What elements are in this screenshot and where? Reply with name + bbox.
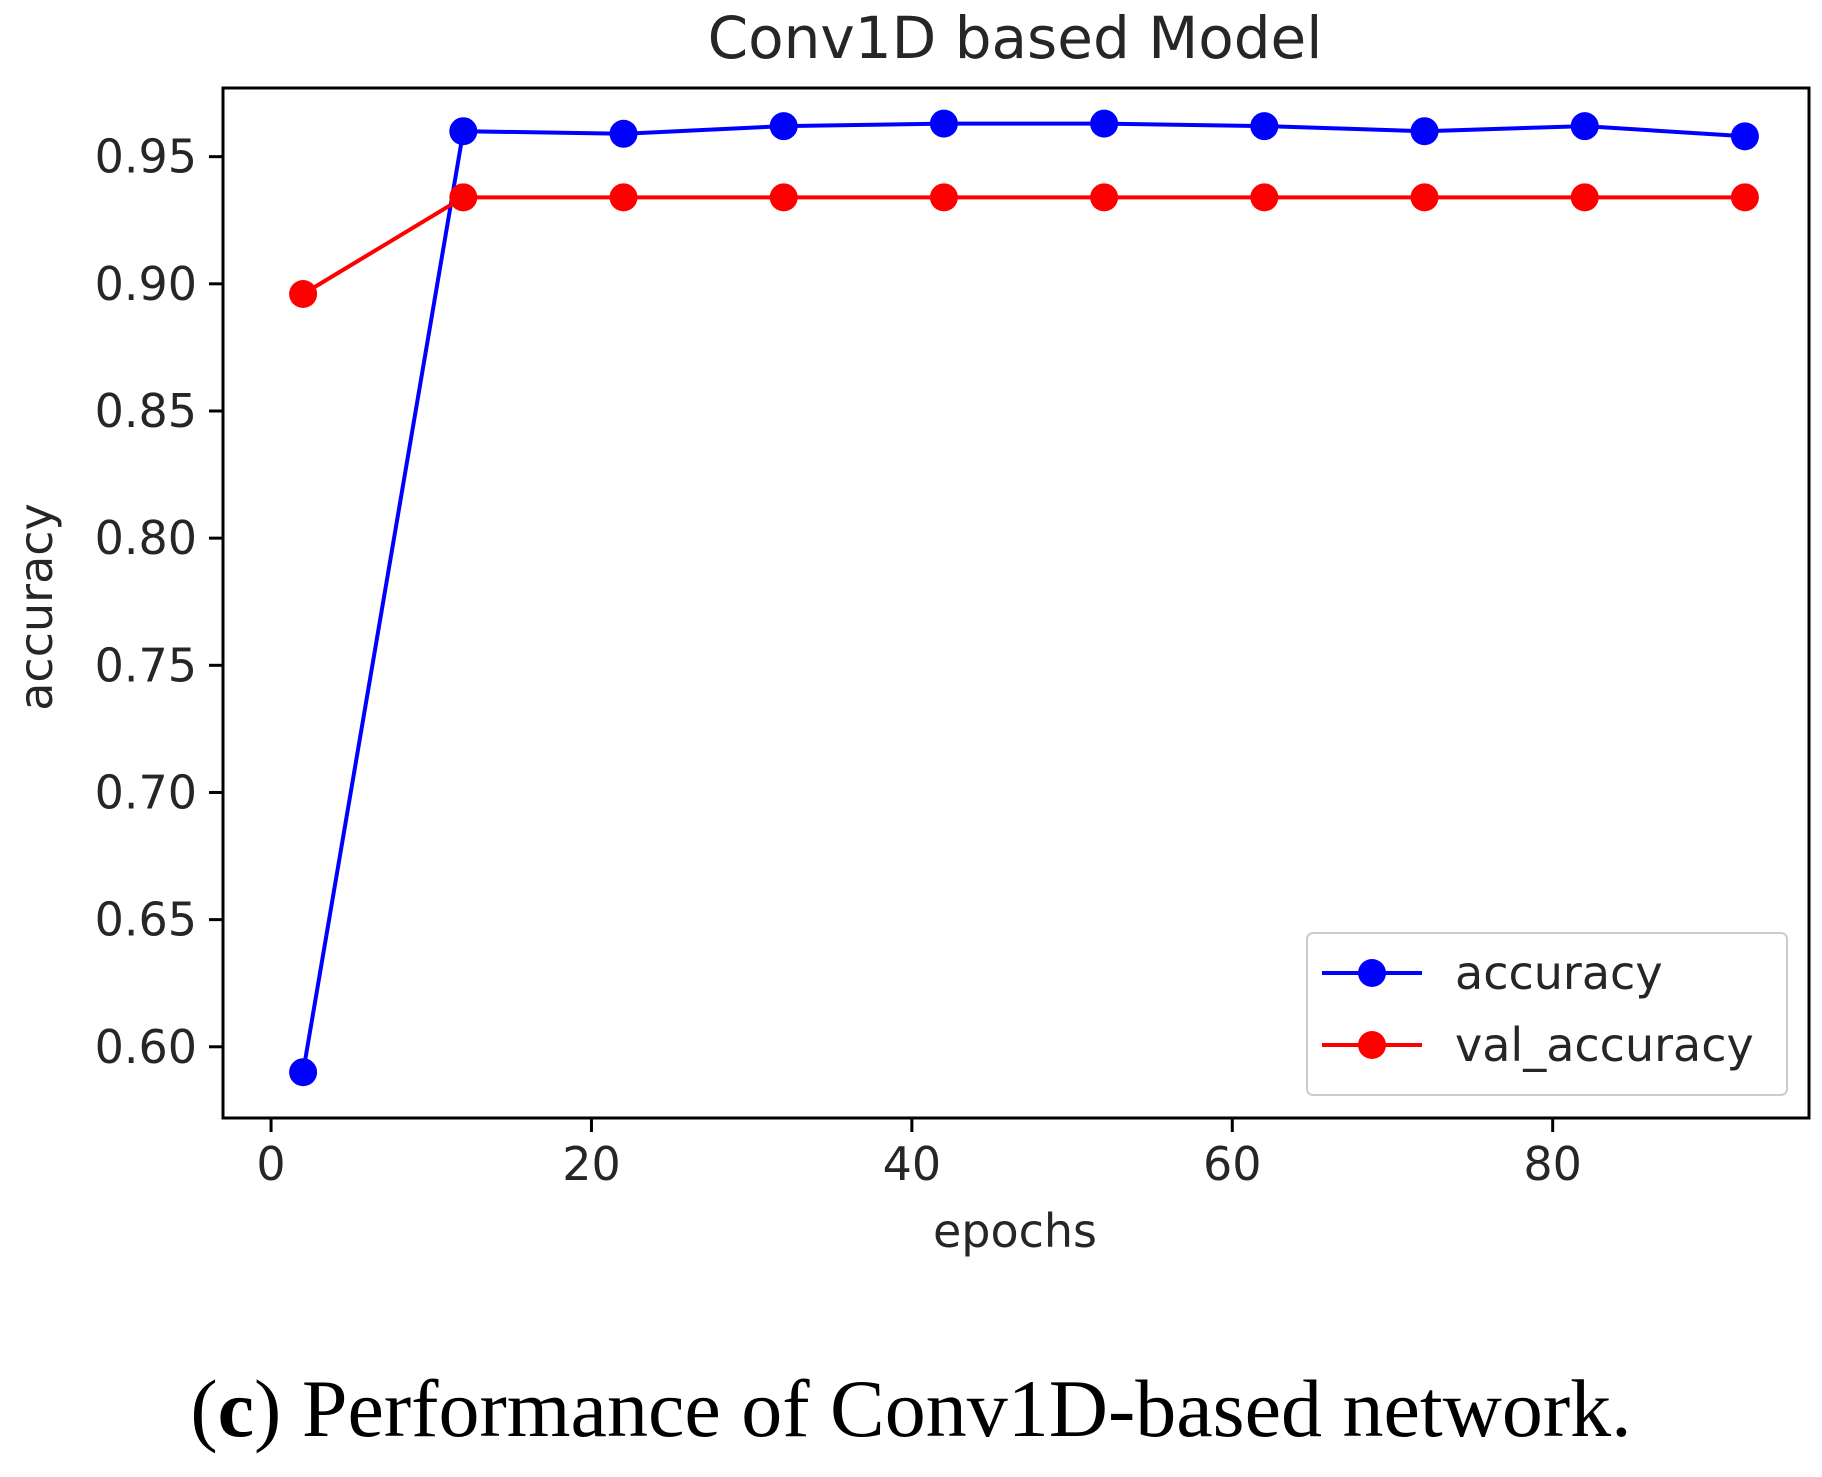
data-point-accuracy xyxy=(1250,112,1279,141)
legend-marker-accuracy xyxy=(1358,959,1386,987)
data-point-val_accuracy xyxy=(929,183,958,212)
data-point-val_accuracy xyxy=(1730,183,1759,212)
data-point-val_accuracy xyxy=(1250,183,1279,212)
chart: Conv1D based Model 0 20 40 60 80 0.60 0.65 0.7… xyxy=(9,4,1811,1258)
data-point-val_accuracy xyxy=(1090,183,1119,212)
y-tick-label: 0.65 xyxy=(95,893,197,947)
x-tick-label: 0 xyxy=(256,1137,285,1191)
legend-marker-val_accuracy xyxy=(1358,1031,1386,1059)
data-point-accuracy xyxy=(1570,112,1599,141)
x-tick-label: 80 xyxy=(1523,1137,1582,1191)
y-tick-label: 0.90 xyxy=(95,257,197,311)
data-point-accuracy xyxy=(1090,109,1119,138)
data-point-accuracy xyxy=(609,119,638,148)
y-tick-label: 0.85 xyxy=(95,384,197,438)
y-axis-label: accuracy xyxy=(9,503,63,711)
series-line-accuracy xyxy=(301,121,1746,1073)
data-point-val_accuracy xyxy=(609,183,638,212)
x-tick-label: 40 xyxy=(883,1137,942,1191)
y-tick-label: 0.80 xyxy=(95,511,197,565)
x-axis-label: epochs xyxy=(933,1204,1097,1258)
data-point-accuracy xyxy=(929,109,958,138)
data-point-val_accuracy xyxy=(1410,183,1439,212)
data-point-val_accuracy xyxy=(1570,183,1599,212)
data-point-accuracy xyxy=(769,112,798,141)
data-point-accuracy xyxy=(289,1058,318,1087)
data-point-val_accuracy xyxy=(769,183,798,212)
caption-label: c xyxy=(217,1363,255,1454)
plot-area xyxy=(289,109,1759,1087)
data-point-val_accuracy xyxy=(449,183,478,212)
chart-title: Conv1D based Model xyxy=(708,4,1323,72)
caption-text: Performance of Conv1D-based network. xyxy=(281,1363,1632,1454)
data-point-accuracy xyxy=(1730,122,1759,151)
legend-label-accuracy: accuracy xyxy=(1455,946,1663,1000)
legend-label-val_accuracy: val_accuracy xyxy=(1455,1018,1754,1072)
legend: accuracy val_accuracy xyxy=(1306,932,1788,1096)
x-axis: 0 20 40 60 80 xyxy=(256,1118,1582,1191)
plot-frame xyxy=(221,86,1811,1120)
legend-box xyxy=(1306,932,1788,1096)
y-tick-label: 0.75 xyxy=(95,638,197,692)
y-axis: 0.60 0.65 0.70 0.75 0.80 0.85 0.90 0.95 xyxy=(95,130,223,1074)
x-tick-label: 60 xyxy=(1203,1137,1262,1191)
data-point-val_accuracy xyxy=(289,280,318,308)
y-tick-label: 0.95 xyxy=(95,130,197,184)
series-line-val_accuracy xyxy=(302,195,1745,296)
y-tick-label: 0.60 xyxy=(95,1020,197,1074)
y-tick-label: 0.70 xyxy=(95,765,197,819)
x-tick-label: 20 xyxy=(562,1137,621,1191)
data-point-accuracy xyxy=(449,117,478,146)
data-point-accuracy xyxy=(1410,117,1439,146)
figure-caption: (c) Performance of Conv1D-based network. xyxy=(190,1363,1632,1454)
